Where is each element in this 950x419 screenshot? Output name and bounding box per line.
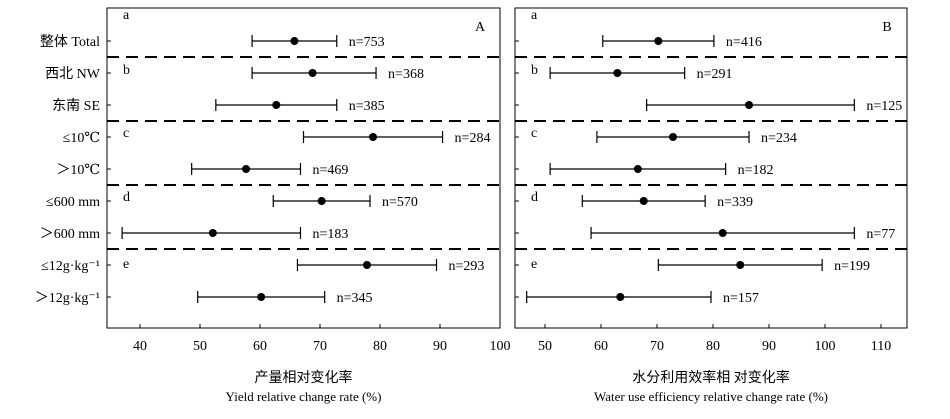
mean-point <box>736 261 745 269</box>
mean-point <box>257 293 266 301</box>
mean-point <box>272 101 281 109</box>
sample-size-label: n=293 <box>449 259 485 274</box>
sample-size-label: n=469 <box>312 163 348 178</box>
sample-size-label: n=77 <box>866 227 895 242</box>
data-row: n=199 <box>657 259 870 274</box>
group-letter: d <box>531 190 538 205</box>
data-row: n=385 <box>215 99 385 114</box>
x-tick-label: 100 <box>815 339 836 354</box>
mean-point <box>208 229 217 237</box>
data-row: n=368 <box>251 67 424 82</box>
mean-point <box>718 229 727 237</box>
sample-size-label: n=570 <box>382 195 418 210</box>
panel-a: 40 50 60 70 80 90 100 Aa b c d e n=753 n=368 n=385 n=28… <box>106 7 511 404</box>
sample-size-label: n=183 <box>312 227 348 242</box>
x-tick-label: 60 <box>253 339 267 354</box>
data-row: n=183 <box>121 227 348 242</box>
data-row: n=291 <box>549 67 733 82</box>
mean-point <box>633 165 642 173</box>
row-label: ≤600 mm <box>46 195 100 210</box>
data-row: n=416 <box>602 35 762 50</box>
data-row: n=753 <box>251 35 385 50</box>
row-label: ＞10℃ <box>56 163 100 178</box>
panel-b: 50 60 70 80 90 100 110 Ba b c d e n=416 n=291 n=125 n=2… <box>514 7 908 404</box>
mean-point <box>308 69 317 77</box>
group-letter: b <box>531 63 538 78</box>
sample-size-label: n=284 <box>455 131 491 146</box>
group-letter: c <box>531 126 537 141</box>
mean-point <box>369 133 378 141</box>
sample-size-label: n=157 <box>723 291 759 306</box>
data-row: n=293 <box>296 259 485 274</box>
row-label: 东南 SE <box>52 98 100 114</box>
panel-label: A <box>475 20 486 35</box>
row-label: 整体 Total <box>40 34 100 50</box>
mean-point <box>639 197 648 205</box>
sample-size-label: n=753 <box>349 35 385 50</box>
x-tick-label: 110 <box>871 339 891 354</box>
mean-point <box>654 37 663 45</box>
data-row: n=345 <box>197 291 373 306</box>
group-letter: e <box>531 257 537 272</box>
x-axis-title-en: Water use efficiency relative change rat… <box>594 389 828 404</box>
data-row: n=77 <box>590 227 895 242</box>
row-label: ≤12g·kg⁻¹ <box>41 259 100 274</box>
data-row: n=570 <box>272 195 418 210</box>
data-row: n=339 <box>581 195 753 210</box>
mean-point <box>668 133 677 141</box>
row-label: ≤10℃ <box>63 131 100 146</box>
x-axis-title-cn: 水分利用效率相 对变化率 <box>632 369 790 386</box>
mean-point <box>613 69 622 77</box>
data-row: n=125 <box>646 99 902 114</box>
sample-size-label: n=234 <box>761 131 797 146</box>
data-row: n=284 <box>302 131 491 146</box>
x-tick-label: 40 <box>133 339 147 354</box>
x-tick-label: 90 <box>433 339 447 354</box>
group-letter: e <box>123 257 129 272</box>
group-letter: b <box>123 63 130 78</box>
group-letter: a <box>531 8 538 23</box>
x-tick-label: 50 <box>538 339 552 354</box>
mean-point <box>616 293 625 301</box>
row-label: ＞600 mm <box>40 227 100 242</box>
sample-size-label: n=339 <box>717 195 753 210</box>
x-tick-label: 70 <box>313 339 327 354</box>
data-row: n=182 <box>549 163 774 178</box>
sample-size-label: n=125 <box>866 99 902 114</box>
sample-size-label: n=385 <box>349 99 385 114</box>
sample-size-label: n=345 <box>337 291 373 306</box>
sample-size-label: n=182 <box>738 163 774 178</box>
group-letter: a <box>123 8 130 23</box>
x-tick-label: 90 <box>762 339 776 354</box>
x-tick-label: 50 <box>193 339 207 354</box>
panel-label: B <box>882 20 891 35</box>
mean-point <box>745 101 754 109</box>
x-tick-label: 80 <box>706 339 720 354</box>
row-label: 西北 NW <box>45 66 101 82</box>
x-axis-title-cn: 产量相对变化率 <box>255 369 353 386</box>
mean-point <box>362 261 371 269</box>
data-row: n=234 <box>596 131 797 146</box>
data-row: n=157 <box>526 291 759 306</box>
group-letter: c <box>123 126 129 141</box>
mean-point <box>317 197 326 205</box>
x-tick-label: 70 <box>650 339 664 354</box>
group-letter: d <box>123 190 130 205</box>
sample-size-label: n=291 <box>697 67 733 82</box>
sample-size-label: n=416 <box>726 35 762 50</box>
x-axis-title-en: Yield relative change rate (%) <box>226 389 382 404</box>
sample-size-label: n=199 <box>834 259 870 274</box>
data-row: n=469 <box>191 163 348 178</box>
mean-point <box>290 37 299 45</box>
mean-point <box>242 165 251 173</box>
sample-size-label: n=368 <box>388 67 424 82</box>
plot-frame <box>106 7 501 329</box>
x-tick-label: 80 <box>373 339 387 354</box>
x-tick-label: 60 <box>594 339 608 354</box>
row-label: ＞12g·kg⁻¹ <box>35 291 100 306</box>
plot-frame <box>514 7 908 329</box>
x-tick-label: 100 <box>490 339 511 354</box>
